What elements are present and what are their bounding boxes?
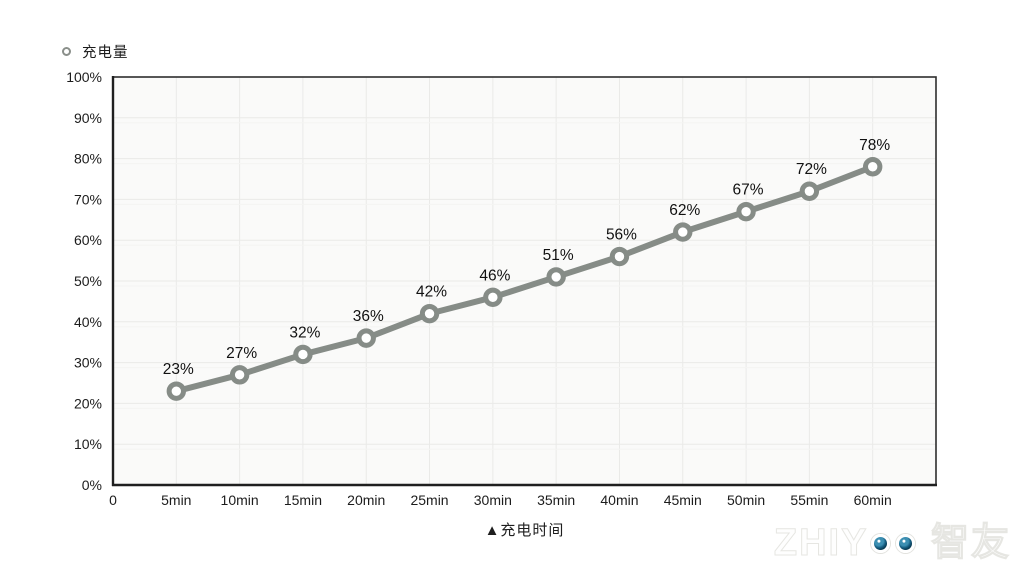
data-point-marker xyxy=(483,287,503,308)
data-point-label: 36% xyxy=(353,308,384,325)
data-point-label: 27% xyxy=(226,345,257,362)
y-tick-label: 20% xyxy=(74,395,102,411)
watermark-text-suffix: 智友 xyxy=(918,522,1011,565)
y-tick-label: 0% xyxy=(82,477,102,493)
data-point-label: 72% xyxy=(796,161,827,178)
y-tick-label: 50% xyxy=(74,273,102,289)
watermark: ZHIY 智友 xyxy=(773,521,1011,565)
data-point-marker xyxy=(546,267,566,287)
data-point-marker xyxy=(356,328,376,348)
y-tick-label: 90% xyxy=(74,110,102,126)
data-point-label: 32% xyxy=(289,324,320,341)
y-tick-label: 80% xyxy=(74,151,102,167)
x-tick-label: 50min xyxy=(727,492,765,508)
y-tick-label: 40% xyxy=(74,314,102,330)
x-tick-label: 55min xyxy=(790,492,828,508)
y-tick-label: 70% xyxy=(74,191,102,207)
data-point-label: 42% xyxy=(416,284,447,301)
data-point-label: 23% xyxy=(163,361,194,378)
eye-icon xyxy=(871,533,891,553)
x-tick-label: 45min xyxy=(664,492,702,508)
data-point-marker xyxy=(419,303,440,324)
x-tick-label: 25min xyxy=(410,492,448,508)
data-point-marker xyxy=(799,181,820,201)
data-point-marker xyxy=(229,365,250,385)
x-tick-label: 20min xyxy=(347,492,385,508)
data-point-marker xyxy=(736,201,756,222)
x-tick-label: 60min xyxy=(854,492,892,508)
data-point-label: 67% xyxy=(733,182,764,199)
y-tick-label: 30% xyxy=(74,355,102,371)
watermark-text-prefix: ZHIY xyxy=(773,522,869,565)
x-tick-label: 0 xyxy=(109,492,117,508)
x-tick-label: 30min xyxy=(474,492,512,508)
x-tick-label: 10min xyxy=(221,492,259,508)
y-tick-label: 100% xyxy=(66,69,102,85)
chart-legend: 充电量 xyxy=(62,41,129,62)
data-point-label: 51% xyxy=(543,247,574,264)
y-tick-label: 10% xyxy=(74,436,102,452)
x-tick-label: 15min xyxy=(284,492,322,508)
x-axis-title: ▲充电时间 xyxy=(484,522,565,539)
data-point-marker xyxy=(166,381,187,401)
x-tick-label: 35min xyxy=(537,492,575,508)
data-point-marker xyxy=(609,246,630,267)
data-point-label: 46% xyxy=(479,267,510,284)
data-point-label: 78% xyxy=(859,137,890,154)
data-point-label: 56% xyxy=(606,227,637,244)
data-point-marker xyxy=(862,157,883,177)
data-point-marker xyxy=(293,344,313,365)
x-tick-label: 5min xyxy=(161,492,191,508)
eye-icon xyxy=(896,533,916,553)
ring-marker-icon xyxy=(62,47,71,56)
data-point-label: 62% xyxy=(669,202,700,219)
series-line xyxy=(173,163,876,395)
x-tick-label: 40min xyxy=(600,492,638,508)
legend-series-label: 充电量 xyxy=(82,45,129,61)
data-point-marker xyxy=(673,222,693,242)
y-tick-label: 60% xyxy=(74,232,102,248)
